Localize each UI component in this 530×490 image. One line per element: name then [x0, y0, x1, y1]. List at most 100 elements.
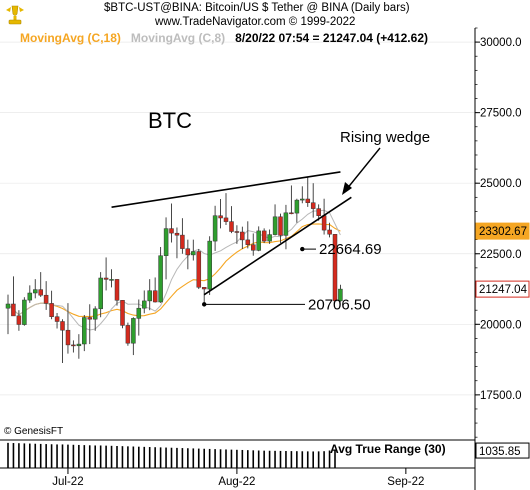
- tradenavigator-logo: [6, 5, 24, 25]
- atr-value-label: 1035.85: [479, 446, 521, 458]
- level-lower-label: 20706.50: [308, 296, 371, 313]
- candle-body: [174, 232, 180, 236]
- candle-body: [316, 208, 321, 216]
- y-tick-label: 30000.0: [480, 37, 522, 49]
- candle-body: [234, 231, 240, 233]
- legend-row: MovingAvg (C,18) MovingAvg (C,8) 8/20/22…: [20, 31, 428, 45]
- level-upper-label: 22664.69: [319, 241, 382, 258]
- candle-body: [43, 294, 49, 304]
- y-tick-label: 20000.0: [480, 319, 522, 331]
- wedge-arrow-shaft: [345, 147, 381, 191]
- x-tick-label: Jul-22: [52, 476, 83, 488]
- candle-body: [136, 307, 142, 319]
- plot-area: [0, 28, 475, 440]
- candle-body: [76, 343, 82, 347]
- candle-body: [338, 288, 343, 302]
- candle-body: [38, 289, 43, 296]
- candle-body: [212, 215, 218, 242]
- candle-body: [321, 215, 327, 231]
- atr-label: Avg True Range (30): [330, 442, 446, 456]
- candle-body: [185, 248, 191, 256]
- wedge-label: Rising wedge: [340, 129, 430, 146]
- atr-value-box: [475, 442, 530, 459]
- candle-body: [120, 300, 125, 326]
- x-tick-label: Aug-22: [218, 476, 255, 488]
- candle-body: [256, 230, 261, 251]
- candle-body: [65, 329, 71, 346]
- candle-body: [207, 240, 212, 290]
- candle-body: [71, 344, 76, 347]
- genesis-label: © GenesisFT: [4, 426, 64, 437]
- candle-body: [310, 202, 316, 209]
- candle-body: [240, 231, 245, 241]
- candle-body: [82, 317, 87, 345]
- candle-body: [54, 316, 60, 322]
- candle-body: [196, 251, 202, 288]
- moving-average-18-line: [7, 223, 341, 318]
- candle-body: [201, 287, 207, 290]
- legend-ma8[interactable]: MovingAvg (C,8): [130, 31, 226, 45]
- wedge-lower-line: [203, 196, 352, 296]
- quote-readout: 8/20/22 07:54 = 21247.04 (+412.62): [235, 31, 428, 45]
- candle-body: [125, 325, 131, 344]
- candle-body: [33, 289, 38, 294]
- price-tag-label: 21247.04: [479, 284, 528, 296]
- candle-body: [261, 230, 267, 242]
- candle-body: [332, 234, 338, 302]
- price-tag-box: [475, 280, 530, 298]
- candle-body: [147, 290, 152, 302]
- candle-body: [267, 234, 272, 242]
- candle-body: [131, 318, 136, 344]
- wedge-arrow-head: [342, 182, 352, 195]
- y-tick-label: 27500.0: [480, 108, 522, 120]
- candle-body: [158, 255, 163, 303]
- candle-body: [294, 199, 300, 214]
- x-tick-label: Sep-22: [387, 476, 424, 488]
- candle-body: [87, 317, 93, 320]
- y-tick-label: 22500.0: [480, 249, 522, 261]
- candle-body: [191, 251, 196, 256]
- y-tick-label: 25000.0: [480, 178, 522, 190]
- atr-panel: 1035.85: [0, 442, 530, 469]
- chart-title: BTC: [148, 108, 192, 133]
- candle-body: [16, 315, 22, 325]
- candle-body: [169, 228, 174, 234]
- candle-body: [229, 221, 234, 232]
- price-tag-label: 23302.67: [479, 226, 527, 238]
- candle-body: [27, 292, 33, 301]
- candle-body: [245, 239, 251, 245]
- candle-body: [11, 303, 16, 317]
- candle-body: [142, 300, 147, 309]
- candle-body: [218, 215, 223, 219]
- header-copyright: www.TradeNavigator.com © 1999-2022: [155, 16, 356, 28]
- candle-body: [251, 244, 256, 251]
- candle-body: [103, 277, 109, 280]
- candle-body: [109, 279, 114, 281]
- candle-body: [98, 277, 103, 310]
- candle-body: [305, 198, 311, 203]
- candle-body: [289, 212, 294, 215]
- x-axis: Jul-22 Aug-22 Sep-22: [0, 467, 475, 488]
- candle-body: [114, 279, 120, 301]
- annotations: BTC Rising wedge 22664.69 20706.50: [111, 108, 430, 313]
- candle-body: [272, 216, 278, 235]
- candlesticks: [5, 177, 343, 363]
- candle-body: [92, 308, 98, 320]
- candle-body: [163, 228, 169, 256]
- candle-body: [278, 216, 283, 236]
- candle-body: [180, 234, 185, 249]
- candle-body: [60, 321, 65, 331]
- ma18-line: [7, 223, 341, 318]
- candle-body: [152, 290, 158, 303]
- header-symbol-line: $BTC-UST@BINA: Bitcoin/US $ Tether @ BIN…: [104, 2, 410, 14]
- gridlines: [0, 41, 475, 396]
- candle-body: [5, 303, 11, 309]
- candle-body: [223, 217, 229, 222]
- candle-body: [49, 303, 54, 317]
- candle-body: [300, 198, 305, 201]
- y-tick-label: 17500.0: [480, 390, 522, 402]
- y-axis: 30000.0 27500.0 25000.0 22500.0 20000.0 17500…: [0, 27, 530, 490]
- wedge-upper-line: [111, 171, 341, 208]
- legend-ma18[interactable]: MovingAvg (C,18): [20, 31, 121, 45]
